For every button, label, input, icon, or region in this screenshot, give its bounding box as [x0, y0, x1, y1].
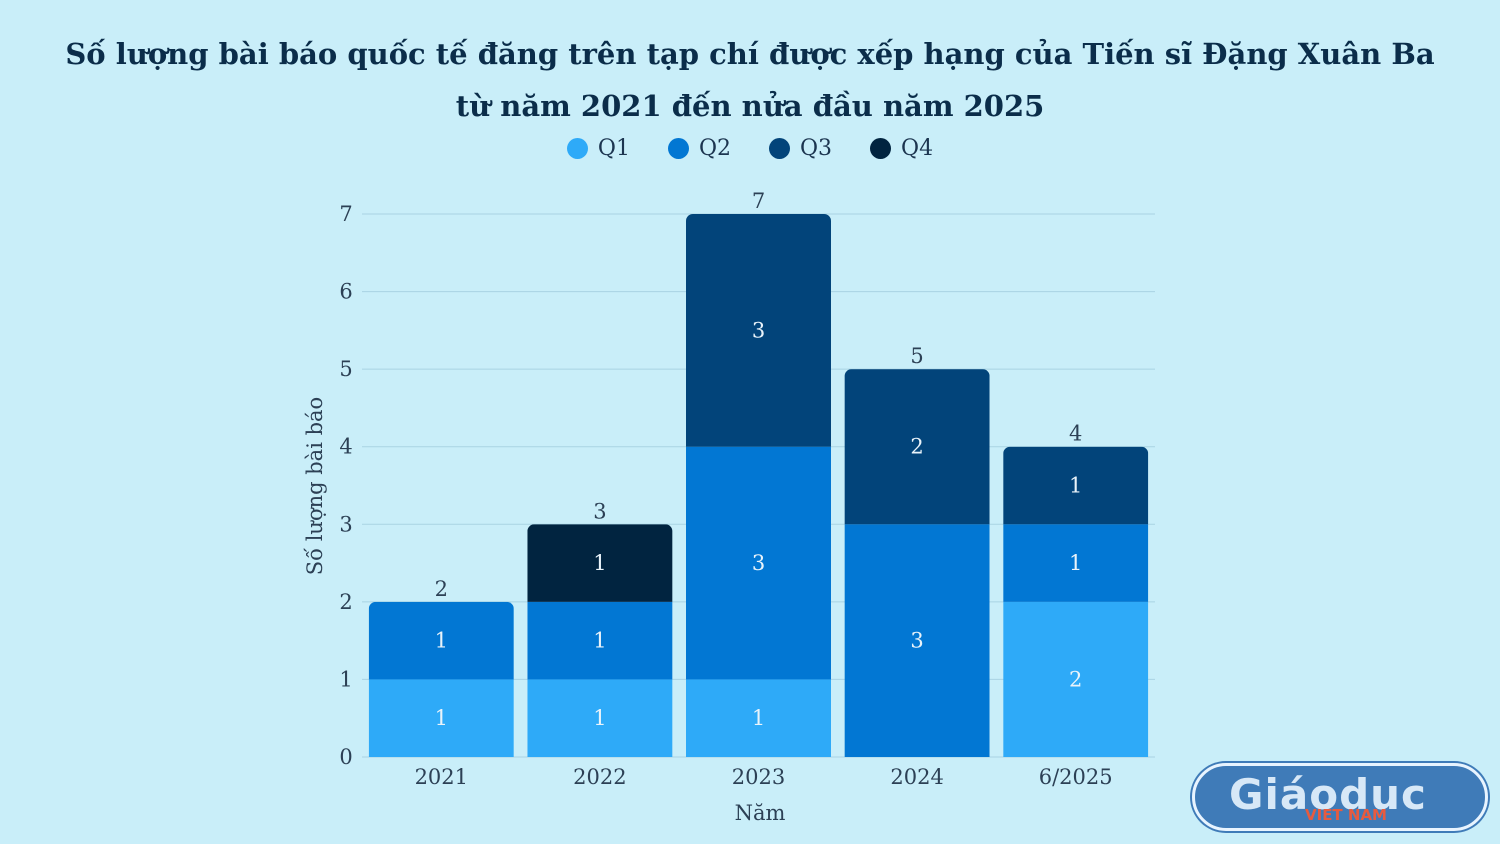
total-value-label: 7	[752, 189, 765, 213]
total-value-label: 3	[593, 499, 606, 523]
bar-segment	[527, 679, 673, 757]
segment-value-label: 1	[1069, 551, 1082, 575]
x-tick-label: 2024	[890, 765, 943, 789]
bar-segment	[527, 524, 673, 602]
legend-swatch-q3	[769, 138, 790, 159]
chart-legend: Q1 Q2 Q3 Q4	[0, 136, 1500, 161]
legend-swatch-q4	[870, 138, 892, 159]
segment-value-label: 1	[752, 706, 765, 730]
segment-value-label: 3	[910, 629, 923, 653]
bar-segment	[1003, 446, 1149, 525]
y-tick-label: 6	[339, 280, 352, 304]
segment-value-label: 3	[752, 318, 765, 342]
total-value-label: 4	[1069, 422, 1082, 446]
total-value-label: 2	[435, 577, 448, 601]
y-tick-label: 2	[339, 590, 352, 614]
data-labels: 1 1 2 1 1 1 3 1 3 3 7 3 2 5 2 1 1 4	[435, 189, 1083, 730]
bar-stack-6/2025	[1003, 446, 1149, 757]
legend-item-q4: Q4	[870, 136, 933, 161]
x-axis-ticks: 2021 2022 2023 2024 6/2025	[415, 765, 1113, 789]
x-tick-label: 6/2025	[1039, 765, 1113, 789]
x-tick-label: 2022	[573, 765, 626, 789]
legend-swatch-q2	[667, 138, 689, 159]
legend-label-q1: Q1	[597, 136, 630, 161]
bar-segment	[686, 214, 831, 447]
bar-stack-2021	[368, 601, 514, 757]
legend-label-q3: Q3	[800, 136, 833, 161]
bar-segment	[368, 679, 514, 757]
total-value-label: 5	[910, 344, 923, 368]
legend-label-q2: Q2	[698, 136, 731, 161]
bar-stack-2022	[527, 524, 673, 757]
giaoduc-logo: Giáoduc VIET NAM	[1192, 763, 1488, 831]
segment-value-label: 1	[593, 706, 606, 730]
segment-value-label: 1	[435, 629, 448, 653]
x-tick-label: 2023	[732, 765, 785, 789]
logo-subtext: VIET NAM	[1305, 806, 1387, 824]
bar-stack-2023	[686, 214, 831, 757]
y-tick-label: 4	[339, 435, 352, 459]
segment-value-label: 1	[1069, 474, 1082, 498]
legend-label-q4: Q4	[901, 136, 934, 161]
chart-title-line-2: từ năm 2021 đến nửa đầu năm 2025	[455, 89, 1045, 123]
legend-item-q1: Q1	[566, 136, 630, 161]
x-axis-title: Năm	[735, 801, 786, 825]
bar-stack-2024	[844, 369, 990, 757]
chart-title: Số lượng bài báo quốc tế đăng trên tạp c…	[0, 28, 1500, 132]
bar-segment	[686, 446, 831, 680]
y-axis-title: Số lượng bài báo	[303, 397, 327, 575]
logo-wordmark: Giáoduc	[1229, 770, 1427, 819]
x-tick-label: 2021	[415, 765, 468, 789]
bar-segment	[527, 601, 673, 680]
chart-title-line-1: Số lượng bài báo quốc tế đăng trên tạp c…	[65, 37, 1435, 71]
segment-value-label: 1	[593, 551, 606, 575]
y-tick-label: 7	[339, 202, 352, 226]
y-tick-label: 1	[339, 667, 352, 691]
legend-item-q3: Q3	[769, 136, 832, 161]
segment-value-label: 2	[1069, 667, 1082, 691]
bar-segment	[844, 524, 990, 757]
segment-value-label: 3	[752, 551, 765, 575]
bar-segment	[686, 679, 831, 757]
y-tick-label: 5	[339, 357, 352, 381]
segment-value-label: 2	[910, 435, 923, 459]
y-tick-label: 0	[339, 745, 352, 769]
y-tick-label: 3	[339, 512, 352, 536]
bar-segment	[1003, 524, 1149, 602]
y-axis-ticks: 0 1 2 3 4 5 6 7	[339, 202, 352, 769]
segment-value-label: 1	[435, 706, 448, 730]
legend-item-q2: Q2	[667, 136, 731, 161]
legend-swatch-q1	[566, 138, 588, 159]
bar-segment	[368, 601, 514, 680]
bar-segment	[844, 369, 990, 525]
bar-segment	[1003, 601, 1149, 757]
segment-value-label: 1	[593, 629, 606, 653]
bar-stacks	[368, 214, 1149, 757]
